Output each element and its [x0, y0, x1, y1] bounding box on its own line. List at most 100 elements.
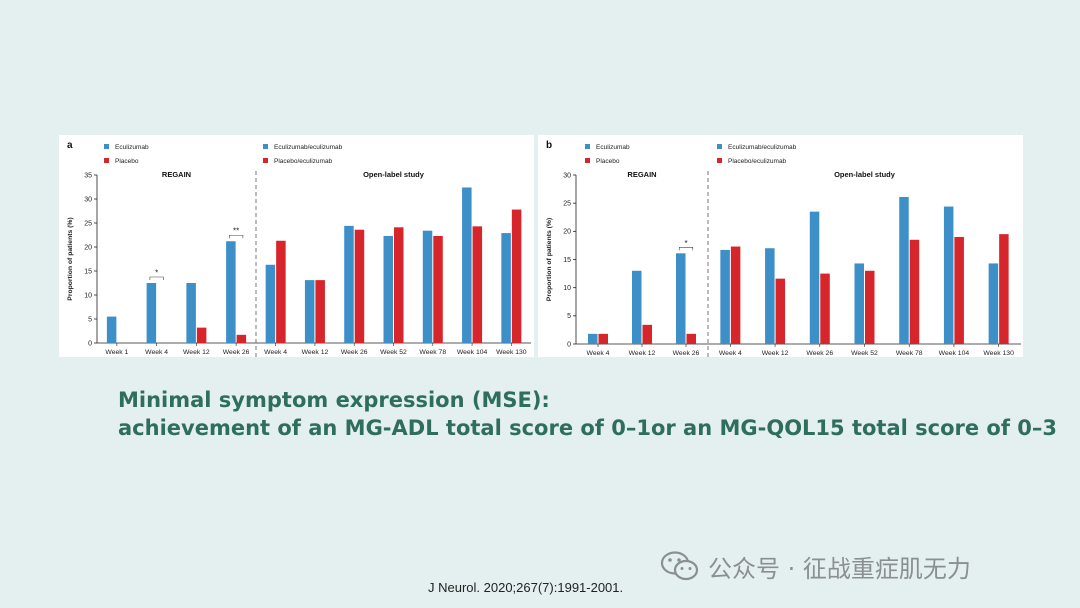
bar-red — [472, 226, 483, 343]
y-tick-label: 10 — [563, 285, 571, 292]
bar-red — [511, 209, 522, 343]
section-title: REGAIN — [627, 170, 656, 179]
y-tick-label: 20 — [84, 244, 92, 251]
bar-blue — [344, 225, 354, 343]
x-tick-label: Week 52 — [851, 350, 878, 357]
legend-label: Placebo/eculizumab — [274, 158, 333, 165]
bar-blue — [809, 211, 820, 344]
legend-label: Eculizumab/eculizumab — [274, 144, 343, 151]
y-tick-label: 0 — [88, 340, 92, 347]
bar-blue — [304, 280, 315, 343]
panel-label: a — [67, 140, 73, 151]
bar-red — [354, 229, 365, 343]
x-tick-label: Week 4 — [719, 350, 742, 357]
bar-blue — [422, 230, 433, 343]
bar-red — [865, 270, 875, 344]
bar-blue — [899, 196, 909, 344]
significance-marker: ** — [233, 227, 239, 236]
x-tick-label: Week 130 — [983, 350, 1014, 357]
legend-label: Eculizumab/eculizumab — [728, 144, 797, 151]
bar-red — [394, 227, 404, 343]
legend-label: Eculizumab — [115, 144, 149, 151]
legend-label: Placebo — [115, 158, 139, 165]
significance-marker: * — [155, 269, 158, 278]
legend-swatch — [104, 144, 109, 149]
significance-bracket — [149, 276, 164, 280]
bar-red — [315, 280, 325, 343]
bar-red — [820, 273, 830, 344]
x-tick-label: Week 52 — [380, 349, 407, 356]
wechat-icon — [660, 551, 699, 581]
y-tick-label: 10 — [84, 292, 92, 299]
bar-blue — [676, 253, 686, 344]
bar-blue — [632, 270, 642, 344]
bar-red — [276, 240, 286, 343]
bar-red — [642, 324, 652, 344]
significance-bracket — [229, 234, 244, 239]
x-tick-label: Week 12 — [629, 350, 656, 357]
y-tick-label: 30 — [563, 172, 571, 179]
caption: Minimal symptom expression (MSE): achiev… — [118, 386, 1057, 442]
legend-label: Placebo — [596, 158, 620, 165]
bar-blue — [588, 333, 598, 344]
legend-swatch — [263, 158, 268, 163]
x-tick-label: Week 78 — [419, 349, 446, 356]
bar-red — [433, 235, 443, 343]
chart-b-svg: b Eculizumab Placebo Eculizumab/eculizumab P… — [546, 140, 1021, 357]
significance-bracket — [678, 247, 694, 251]
bar-red — [999, 234, 1009, 344]
x-tick-label: Week 26 — [341, 349, 368, 356]
bar-blue — [501, 233, 511, 343]
chart-a-svg: a Eculizumab Placebo Eculizumab/eculizumab P… — [67, 140, 531, 357]
section-title: Open-label study — [363, 170, 425, 179]
y-tick-label: 5 — [88, 316, 92, 323]
y-axis-label: Proportion of patients (%) — [546, 218, 553, 301]
panel-label: b — [546, 140, 552, 151]
bar-red — [954, 236, 964, 344]
chart-panel-b: b Eculizumab Placebo Eculizumab/eculizumab P… — [538, 135, 1023, 357]
y-tick-label: 25 — [84, 220, 92, 227]
y-tick-label: 5 — [567, 313, 571, 320]
x-tick-label: Week 104 — [939, 350, 970, 357]
x-tick-label: Week 26 — [223, 349, 250, 356]
x-tick-label: Week 12 — [302, 349, 329, 356]
y-tick-label: 0 — [567, 341, 571, 348]
y-tick-label: 15 — [84, 268, 92, 275]
bar-red — [196, 327, 207, 343]
x-tick-label: Week 4 — [587, 350, 610, 357]
x-tick-label: Week 104 — [457, 349, 488, 356]
bar-blue — [146, 283, 157, 343]
y-tick-label: 25 — [563, 200, 571, 207]
caption-line-1: Minimal symptom expression (MSE): — [118, 388, 550, 412]
bar-blue — [106, 316, 117, 343]
legend-swatch — [717, 158, 722, 163]
chart-panel-a: a Eculizumab Placebo Eculizumab/eculizumab P… — [59, 135, 534, 357]
y-tick-label: 15 — [563, 257, 571, 264]
legend-swatch — [585, 144, 590, 149]
legend-label: Placebo/eculizumab — [728, 158, 787, 165]
y-tick-label: 35 — [84, 172, 92, 179]
legend-label: Eculizumab — [596, 144, 630, 151]
legend-swatch — [263, 144, 268, 149]
y-tick-label: 30 — [84, 196, 92, 203]
bar-red — [775, 278, 786, 344]
x-tick-label: Week 1 — [105, 349, 128, 356]
bar-red — [909, 239, 920, 344]
x-tick-label: Week 26 — [806, 350, 833, 357]
legend-swatch — [717, 144, 722, 149]
bar-red — [598, 333, 608, 344]
x-tick-label: Week 130 — [496, 349, 527, 356]
bar-red — [686, 333, 696, 344]
y-tick-label: 20 — [563, 229, 571, 236]
significance-marker: * — [684, 239, 687, 248]
watermark: 公众号 · 征战重症肌无力 — [660, 548, 971, 584]
bar-blue — [854, 263, 864, 344]
x-tick-label: Week 12 — [762, 350, 789, 357]
bar-blue — [943, 206, 954, 344]
bar-blue — [226, 241, 236, 343]
legend-swatch — [585, 158, 590, 163]
bar-blue — [720, 249, 730, 344]
bar-blue — [462, 187, 472, 343]
x-tick-label: Week 26 — [673, 350, 700, 357]
bar-blue — [265, 264, 276, 343]
